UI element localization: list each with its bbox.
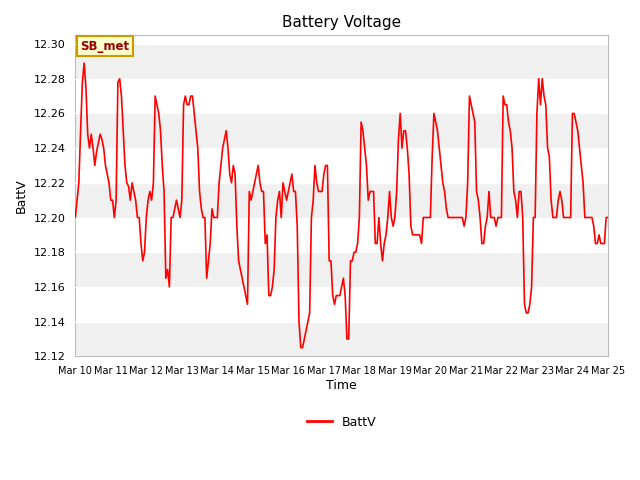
Bar	[76, 183, 608, 217]
Legend: BattV: BattV	[302, 411, 381, 434]
Bar	[76, 148, 608, 183]
Bar	[76, 113, 608, 148]
Bar	[76, 322, 608, 356]
Bar	[76, 44, 608, 79]
Title: Battery Voltage: Battery Voltage	[282, 15, 401, 30]
Y-axis label: BattV: BattV	[15, 179, 28, 213]
Bar	[76, 217, 608, 252]
Bar	[76, 287, 608, 322]
X-axis label: Time: Time	[326, 379, 357, 392]
Bar	[76, 252, 608, 287]
Bar	[76, 79, 608, 113]
Text: SB_met: SB_met	[81, 40, 130, 53]
